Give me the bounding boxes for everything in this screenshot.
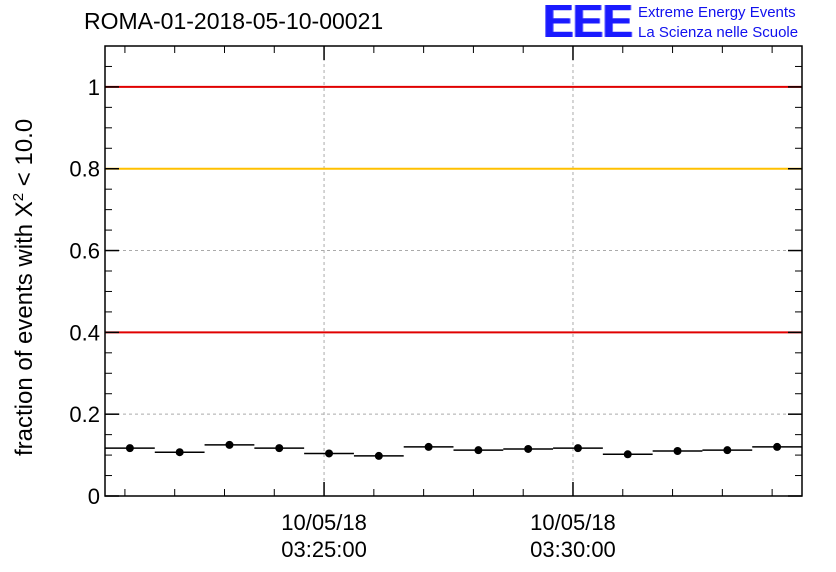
y-tick-label: 0.8 (69, 157, 100, 182)
data-point (623, 450, 632, 459)
data-point (424, 442, 433, 451)
data-point (524, 444, 533, 453)
x-tick-time-label: 03:30:00 (530, 537, 616, 562)
data-point (225, 440, 234, 449)
data-point (325, 449, 334, 458)
y-tick-label: 1 (88, 75, 100, 100)
data-point (773, 442, 782, 451)
eee-logo: EEE Extreme Energy Events La Scienza nel… (543, 0, 833, 48)
data-point (673, 447, 682, 455)
y-tick-label: 0 (88, 484, 100, 509)
y-axis-label-pre: fraction of events with X (11, 201, 38, 456)
y-tick-label: 0.6 (69, 239, 100, 264)
eee-logo-mark: EEE (543, 0, 633, 47)
x-tick-date-label: 10/05/18 (281, 510, 367, 535)
logo-tagline-2: La Scienza nelle Scuole (638, 24, 799, 41)
y-tick-label: 0.2 (69, 402, 100, 427)
data-point (474, 446, 483, 455)
data-point (374, 451, 383, 460)
logo-tagline-1: Extreme Energy Events (638, 4, 796, 21)
y-tick-label: 0.4 (69, 320, 100, 345)
y-axis-label: fraction of events with X2 < 10.0 (10, 119, 39, 456)
y-axis-label-sup: 2 (10, 192, 27, 202)
x-tick-date-label: 10/05/18 (530, 510, 616, 535)
y-axis-label-post: < 10.0 (11, 118, 38, 193)
chart-title: ROMA-01-2018-05-10-00021 (84, 8, 384, 34)
data-point (175, 448, 184, 457)
data-point (723, 446, 732, 455)
data-point (573, 444, 582, 453)
data-point (275, 444, 284, 453)
plot-frame (104, 45, 803, 497)
data-point (125, 444, 134, 453)
x-tick-time-label: 03:25:00 (281, 537, 367, 562)
